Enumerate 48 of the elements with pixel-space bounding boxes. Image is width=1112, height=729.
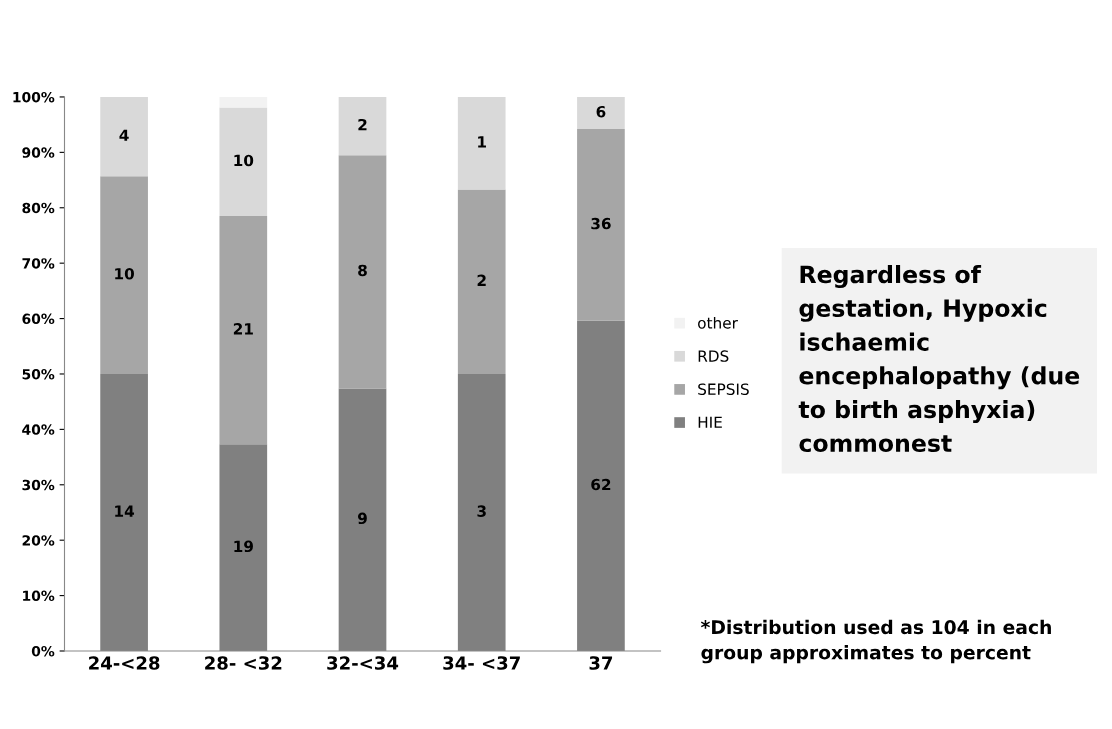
annotation: 21 <box>233 323 253 335</box>
y-tick-label: 100% <box>13 91 55 103</box>
bar <box>577 96 625 130</box>
y-tick-label: 80% <box>22 202 55 214</box>
x-tick-label: 32-<34 <box>327 656 399 670</box>
text: *Distribution used as 104 in each group approximates to percent <box>700 619 1051 664</box>
y-tick-label: 90% <box>22 147 55 158</box>
x-tick-label: 24-<28 <box>89 656 160 670</box>
annotation: 2 <box>358 118 367 131</box>
y-tick-label: 20% <box>22 535 55 546</box>
bar <box>457 96 506 190</box>
y-tick-label: 10% <box>23 590 55 602</box>
annotation: 1 <box>478 136 486 148</box>
y-tick-label: 50% <box>22 368 55 380</box>
y-tick-label: 40% <box>22 424 55 435</box>
y-tick-label: 0% <box>31 645 55 657</box>
annotation: 4 <box>119 129 129 141</box>
y-tick-label: 60% <box>22 313 55 325</box>
annotation: 3 <box>477 505 486 517</box>
annotation: 9 <box>357 512 367 525</box>
annotation: 10 <box>115 267 134 280</box>
bar <box>457 189 506 374</box>
annotation: 6 <box>596 105 606 118</box>
annotation: 14 <box>115 505 135 517</box>
bar <box>100 96 148 177</box>
text: Regardless of gestation, Hypoxic ischaemic encephalopathy (due to birth asphyxia) commonest <box>798 265 1080 453</box>
bar <box>338 155 387 389</box>
annotation: 8 <box>358 264 367 277</box>
bar <box>100 176 148 374</box>
annotation: 2 <box>477 274 486 286</box>
legend-label: RDS <box>698 350 729 362</box>
bar <box>219 107 268 217</box>
y-tick-label: 30% <box>22 479 55 491</box>
annotation: 19 <box>234 540 253 553</box>
x-tick-label: 34- <37 <box>443 656 520 670</box>
x-tick-label: 28- <32 <box>205 656 282 670</box>
legend-label: SEPSIS <box>698 383 749 395</box>
annotation: 36 <box>591 217 611 230</box>
annotation: 10 <box>234 154 254 167</box>
legend-label: other <box>698 316 738 329</box>
x-tick-label: 37 <box>589 656 613 670</box>
y-tick-label: 70% <box>22 258 55 269</box>
legend-label: HIE <box>698 416 722 428</box>
bar <box>219 216 268 445</box>
bar <box>577 129 625 321</box>
bar <box>219 96 268 108</box>
annotation: 62 <box>591 478 611 491</box>
bar <box>338 96 387 156</box>
